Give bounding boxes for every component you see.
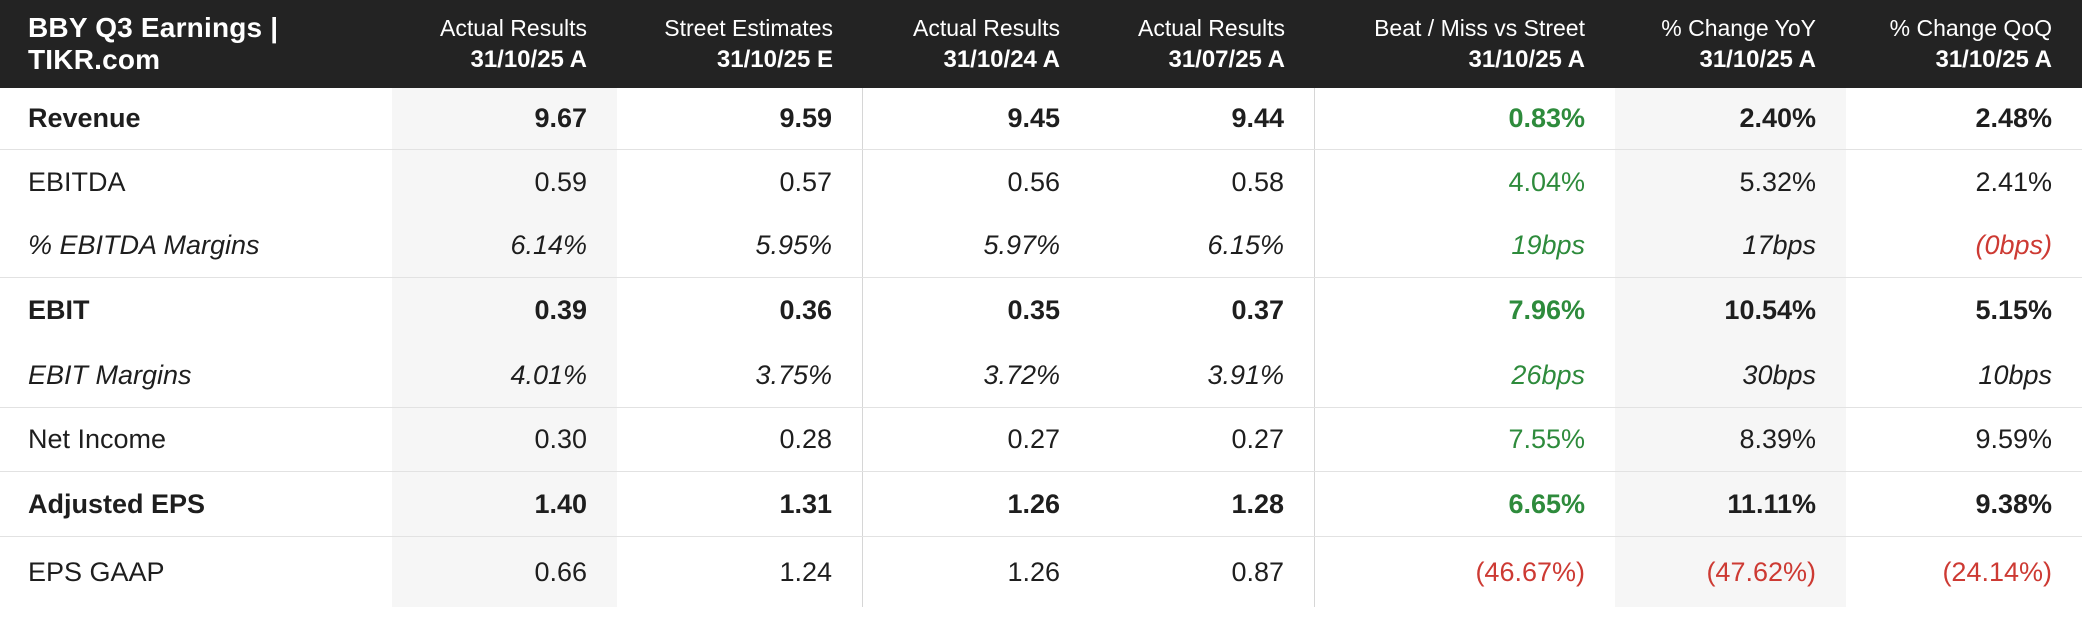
cell-actual-3: 0.58	[1090, 150, 1315, 214]
table-row-net-income: Net Income 0.30 0.28 0.27 0.27 7.55% 8.3…	[0, 408, 2082, 472]
cell-actual-3: 9.44	[1090, 88, 1315, 149]
cell-change-yoy: 11.11%	[1615, 472, 1846, 536]
column-header-beat-miss: Beat / Miss vs Street 31/10/25 A	[1315, 0, 1615, 88]
column-header-label: Beat / Miss vs Street	[1374, 15, 1585, 41]
cell-actual-2: 5.97%	[983, 230, 1060, 260]
cell-actual-1: 0.59	[392, 150, 617, 214]
row-label: EBITDA	[28, 166, 126, 197]
cell-street-estimate: 1.31	[617, 472, 863, 536]
column-header-date: 31/07/25 A	[1168, 46, 1285, 73]
cell-actual-2: 0.56	[1007, 166, 1060, 197]
column-header-actual-results-3: Actual Results 31/07/25 A	[1090, 0, 1315, 88]
cell-actual-2: 1.26	[1007, 556, 1060, 587]
column-header-actual-results-2: Actual Results 31/10/24 A	[863, 0, 1090, 88]
table-row-ebit-margins: EBIT Margins 4.01% 3.75% 3.72% 3.91% 26b…	[0, 343, 2082, 408]
column-header-date: 31/10/25 E	[716, 46, 833, 73]
row-label: Adjusted EPS	[28, 488, 206, 519]
column-header-label: Actual Results	[912, 15, 1060, 41]
cell-actual-1: 0.66	[392, 537, 617, 607]
cell-actual-1: 0.39	[392, 278, 617, 343]
cell-change-qoq: 2.41%	[1975, 166, 2052, 197]
cell-street-estimate: 5.95%	[617, 214, 863, 277]
cell-actual-2: 0.35	[1007, 295, 1060, 325]
table-row-ebit: EBIT 0.39 0.36 0.35 0.37 7.96% 10.54% 5.…	[0, 278, 2082, 343]
cell-change-qoq: (0bps)	[1975, 230, 2052, 260]
cell-actual-1: 1.40	[392, 472, 617, 536]
table-row-revenue: Revenue 9.67 9.59 9.45 9.44 0.83% 2.40% …	[0, 88, 2082, 150]
column-header-actual-results-1: Actual Results 31/10/25 A	[392, 0, 617, 88]
column-header-change-qoq: % Change QoQ 31/10/25 A	[1846, 0, 2082, 88]
cell-actual-1: 0.30	[392, 408, 617, 471]
cell-beat-miss: 19bps	[1511, 230, 1585, 260]
cell-change-qoq: 9.38%	[1975, 488, 2052, 519]
row-label: Net Income	[28, 424, 167, 454]
column-header-label: Actual Results	[1137, 15, 1285, 41]
row-label: EPS GAAP	[28, 556, 165, 587]
row-label: % EBITDA Margins	[28, 230, 260, 260]
page-title: BBY Q3 Earnings | TIKR.com	[28, 12, 279, 75]
cell-change-qoq: 2.48%	[1975, 103, 2052, 133]
column-header-date: 31/10/25 A	[470, 46, 587, 73]
column-header-date: 31/10/25 A	[1468, 46, 1585, 73]
cell-street-estimate: 0.57	[617, 150, 863, 214]
cell-actual-3: 6.15%	[1090, 214, 1315, 277]
cell-change-yoy: 2.40%	[1615, 88, 1846, 149]
cell-change-yoy: (47.62%)	[1615, 537, 1846, 607]
cell-beat-miss: (46.67%)	[1475, 556, 1585, 587]
cell-street-estimate: 0.28	[617, 408, 863, 471]
cell-change-yoy: 8.39%	[1615, 408, 1846, 471]
cell-street-estimate: 0.36	[617, 278, 863, 343]
cell-actual-1: 6.14%	[392, 214, 617, 277]
table-row-ebitda: EBITDA 0.59 0.57 0.56 0.58 4.04% 5.32% 2…	[0, 150, 2082, 214]
column-header-date: 31/10/25 A	[1699, 46, 1816, 73]
cell-change-yoy: 30bps	[1615, 343, 1846, 407]
row-label: EBIT	[28, 295, 90, 325]
cell-change-qoq: 10bps	[1978, 359, 2052, 390]
cell-actual-3: 0.27	[1090, 408, 1315, 471]
cell-actual-1: 4.01%	[392, 343, 617, 407]
cell-actual-3: 3.91%	[1090, 343, 1315, 407]
table-header-row: BBY Q3 Earnings | TIKR.com Actual Result…	[0, 0, 2082, 88]
cell-beat-miss: 4.04%	[1508, 166, 1585, 197]
cell-beat-miss: 6.65%	[1508, 488, 1585, 519]
cell-actual-2: 3.72%	[983, 359, 1060, 390]
cell-actual-2: 0.27	[1007, 424, 1060, 454]
cell-actual-3: 0.87	[1090, 537, 1315, 607]
cell-change-qoq: (24.14%)	[1942, 556, 2052, 587]
cell-actual-1: 9.67	[392, 88, 617, 149]
cell-actual-2: 9.45	[1007, 103, 1060, 133]
cell-change-yoy: 5.32%	[1615, 150, 1846, 214]
column-header-date: 31/10/24 A	[943, 46, 1060, 73]
cell-beat-miss: 26bps	[1511, 359, 1585, 390]
column-header-date: 31/10/25 A	[1935, 46, 2052, 73]
cell-beat-miss: 0.83%	[1508, 103, 1585, 133]
column-header-label: % Change YoY	[1661, 15, 1816, 41]
table-row-ebitda-margins: % EBITDA Margins 6.14% 5.95% 5.97% 6.15%…	[0, 214, 2082, 278]
cell-actual-3: 1.28	[1090, 472, 1315, 536]
table-row-eps-gaap: EPS GAAP 0.66 1.24 1.26 0.87 (46.67%) (4…	[0, 537, 2082, 607]
column-header-label: Street Estimates	[664, 15, 833, 41]
cell-actual-3: 0.37	[1090, 278, 1315, 343]
cell-actual-2: 1.26	[1007, 488, 1060, 519]
cell-change-yoy: 17bps	[1615, 214, 1846, 277]
cell-street-estimate: 1.24	[617, 537, 863, 607]
cell-beat-miss: 7.55%	[1508, 424, 1585, 454]
cell-change-qoq: 9.59%	[1975, 424, 2052, 454]
column-header-street-estimates: Street Estimates 31/10/25 E	[617, 0, 863, 88]
column-header-label: % Change QoQ	[1889, 15, 2052, 41]
cell-change-qoq: 5.15%	[1975, 295, 2052, 325]
row-label: Revenue	[28, 103, 141, 133]
column-header-change-yoy: % Change YoY 31/10/25 A	[1615, 0, 1846, 88]
row-label: EBIT Margins	[28, 359, 192, 390]
column-header-label: Actual Results	[439, 15, 587, 41]
cell-street-estimate: 3.75%	[617, 343, 863, 407]
cell-change-yoy: 10.54%	[1615, 278, 1846, 343]
table-row-adjusted-eps: Adjusted EPS 1.40 1.31 1.26 1.28 6.65% 1…	[0, 472, 2082, 537]
cell-beat-miss: 7.96%	[1508, 295, 1585, 325]
cell-street-estimate: 9.59	[617, 88, 863, 149]
